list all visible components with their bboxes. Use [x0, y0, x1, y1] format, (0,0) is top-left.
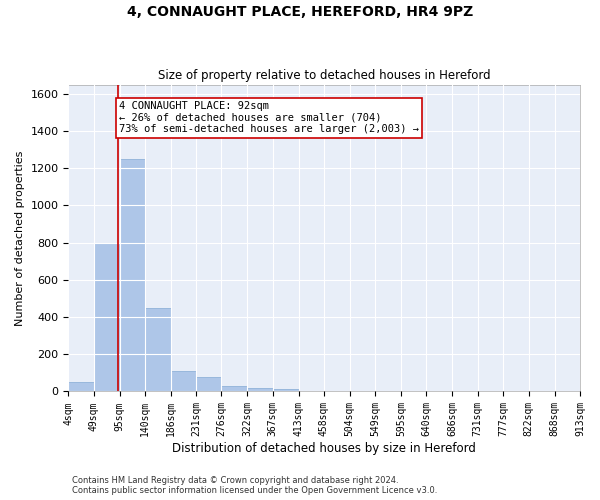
Text: Contains HM Land Registry data © Crown copyright and database right 2024.
Contai: Contains HM Land Registry data © Crown c…	[72, 476, 437, 495]
Bar	[221, 386, 247, 392]
Bar	[196, 376, 221, 392]
Y-axis label: Number of detached properties: Number of detached properties	[15, 150, 25, 326]
Bar	[247, 388, 273, 392]
X-axis label: Distribution of detached houses by size in Hereford: Distribution of detached houses by size …	[172, 442, 476, 455]
Text: 4 CONNAUGHT PLACE: 92sqm
← 26% of detached houses are smaller (704)
73% of semi-: 4 CONNAUGHT PLACE: 92sqm ← 26% of detach…	[119, 102, 419, 134]
Bar	[94, 242, 119, 392]
Text: 4, CONNAUGHT PLACE, HEREFORD, HR4 9PZ: 4, CONNAUGHT PLACE, HEREFORD, HR4 9PZ	[127, 5, 473, 19]
Bar	[171, 371, 196, 392]
Bar	[119, 159, 145, 392]
Bar	[145, 308, 171, 392]
Bar	[68, 382, 94, 392]
Title: Size of property relative to detached houses in Hereford: Size of property relative to detached ho…	[158, 69, 491, 82]
Bar	[273, 388, 299, 392]
